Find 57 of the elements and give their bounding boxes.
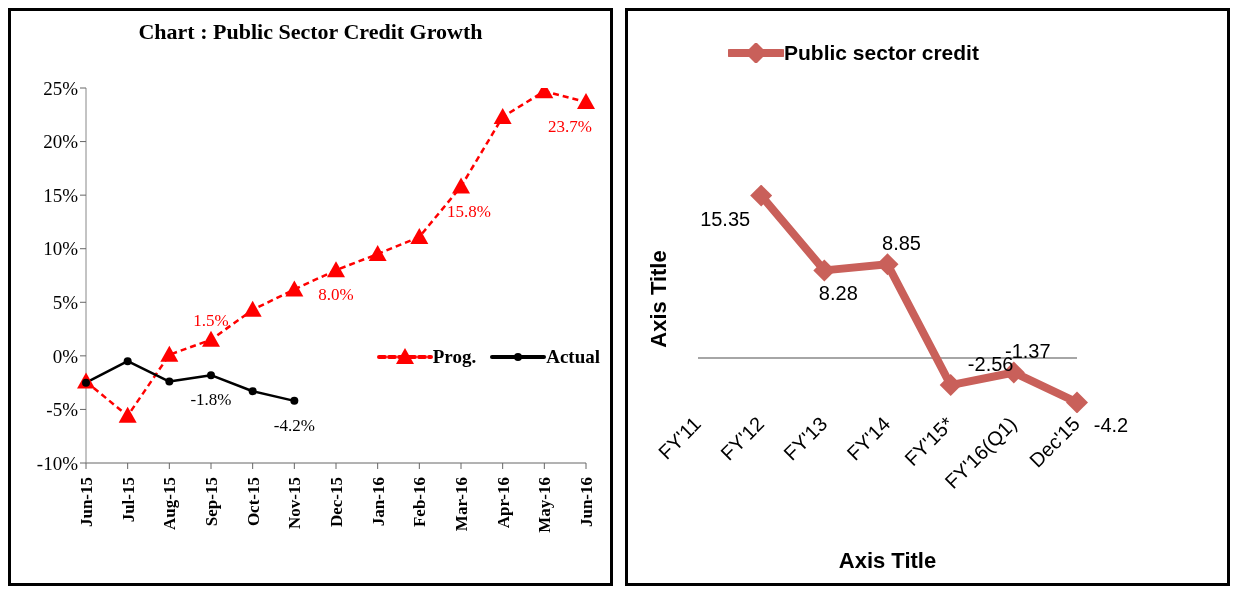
point — [410, 227, 429, 244]
data-label: -4.2% — [273, 415, 315, 435]
x-tick-label: Dec-15 — [327, 477, 346, 528]
point — [368, 245, 387, 262]
data-label: 15.35 — [700, 207, 751, 230]
y-tick-label: 5% — [52, 292, 79, 314]
y-tick-label: 15% — [43, 184, 79, 206]
legend-label: Public sector credit — [783, 41, 979, 65]
data-label: -4.2 — [1093, 414, 1129, 437]
point — [813, 259, 836, 282]
point — [202, 330, 220, 347]
y-tick-label: 0% — [52, 345, 79, 367]
point — [207, 371, 215, 380]
point — [939, 374, 962, 397]
x-tick-label: May-16 — [535, 477, 555, 533]
data-label: 1.5% — [193, 310, 229, 330]
x-tick-label: Apr-16 — [493, 477, 513, 529]
x-tick-label: Jun-16 — [577, 477, 596, 528]
data-label: 8.85 — [882, 232, 921, 255]
x-tick-label: Jul-15 — [118, 477, 138, 523]
point — [452, 177, 470, 194]
x-tick-label: Oct-15 — [243, 477, 263, 527]
x-tick-label: Mar-16 — [452, 477, 471, 532]
chart-title: Chart : Public Sector Credit Growth — [137, 19, 484, 45]
y-tick-label: 10% — [43, 238, 79, 260]
point — [750, 185, 773, 207]
point — [248, 387, 257, 396]
x-tick-label: Jan-16 — [368, 477, 388, 527]
data-label: -1.8% — [190, 390, 232, 410]
point — [577, 92, 595, 109]
point — [165, 377, 174, 386]
point — [243, 300, 262, 317]
data-label: 15.8% — [447, 201, 491, 221]
point — [123, 357, 132, 366]
legend-label: Prog. — [431, 346, 477, 368]
x-tick-label: Feb-16 — [410, 477, 430, 528]
point — [285, 280, 304, 297]
data-label: 23.7% — [548, 116, 592, 136]
point — [493, 107, 512, 124]
y-tick-label: 25% — [43, 77, 79, 99]
point — [118, 406, 137, 423]
x-tick-label: Sep-15 — [202, 477, 221, 527]
data-label: 8.28 — [818, 282, 858, 305]
y-tick-label: 20% — [43, 131, 79, 153]
y-tick-label: -10% — [36, 452, 79, 474]
point — [327, 261, 345, 278]
x-tick-label: Aug-15 — [160, 477, 180, 530]
point — [160, 345, 179, 362]
y-tick-label: -5% — [46, 399, 79, 421]
point — [290, 396, 299, 405]
point — [1066, 391, 1088, 413]
x-tick-label: Jun-15 — [77, 477, 96, 528]
x-axis-title: Axis Title — [838, 548, 937, 573]
y-axis-title: Axis Title — [645, 250, 671, 348]
legend-label: Actual — [545, 346, 600, 368]
data-label: 8.0% — [318, 285, 354, 305]
x-tick-label: Nov-15 — [285, 477, 305, 529]
